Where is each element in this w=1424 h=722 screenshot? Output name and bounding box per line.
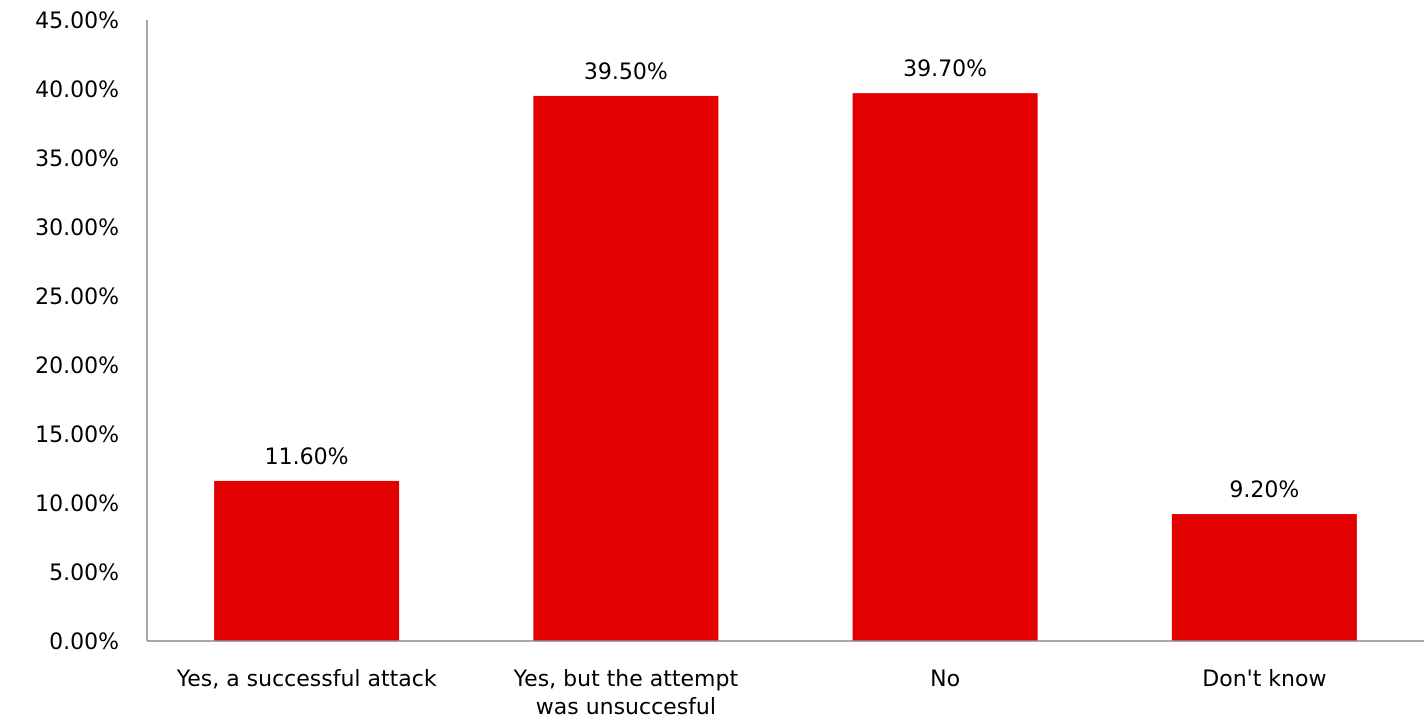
x-axis-category-labels: Yes, a successful attack Yes, but the att… bbox=[176, 667, 1327, 720]
x-category-label: Yes, a successful attack bbox=[176, 667, 437, 692]
x-category-label-line: No bbox=[930, 667, 960, 692]
y-tick-label: 30.00% bbox=[35, 216, 119, 241]
data-labels: 11.60% 39.50% 39.70% 9.20% bbox=[265, 57, 1300, 503]
x-category-label-line: Don't know bbox=[1202, 667, 1326, 692]
x-category-label: No bbox=[930, 667, 960, 692]
y-tick-label: 20.00% bbox=[35, 354, 119, 379]
bar bbox=[533, 95, 719, 641]
bar bbox=[1171, 514, 1357, 641]
x-category-label: Don't know bbox=[1202, 667, 1326, 692]
y-tick-label: 35.00% bbox=[35, 147, 119, 172]
y-tick-label: 25.00% bbox=[35, 285, 119, 310]
y-tick-label: 0.00% bbox=[49, 630, 119, 655]
y-tick-label: 5.00% bbox=[49, 561, 119, 586]
y-tick-label: 40.00% bbox=[35, 78, 119, 103]
x-category-label-line: was unsuccesful bbox=[536, 695, 716, 720]
x-category-label-line: Yes, but the attempt bbox=[513, 667, 739, 692]
y-tick-label: 15.00% bbox=[35, 423, 119, 448]
bars bbox=[214, 93, 1357, 641]
y-tick-label: 45.00% bbox=[35, 9, 119, 34]
bar-data-label: 39.50% bbox=[584, 60, 668, 85]
x-category-label-line: Yes, a successful attack bbox=[176, 667, 437, 692]
bar bbox=[852, 93, 1038, 641]
bar-data-label: 9.20% bbox=[1229, 478, 1299, 503]
bar bbox=[214, 480, 400, 641]
y-tick-label: 10.00% bbox=[35, 492, 119, 517]
x-category-label: Yes, but the attempt was unsuccesful bbox=[513, 667, 739, 720]
bar-data-label: 11.60% bbox=[265, 445, 349, 470]
y-axis-ticks: 0.00% 5.00% 10.00% 15.00% 20.00% 25.00% 30.00%… bbox=[35, 9, 119, 655]
bar-data-label: 39.70% bbox=[903, 57, 987, 82]
